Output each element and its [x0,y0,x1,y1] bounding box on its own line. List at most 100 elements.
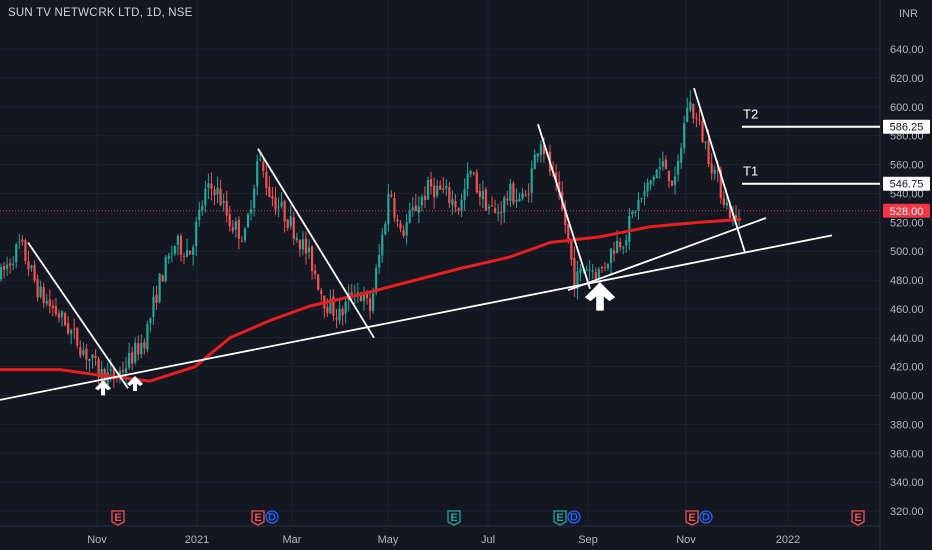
candle-body [667,170,671,182]
earnings-icon [685,510,699,526]
candle-body [85,348,88,360]
candle-body [539,144,542,156]
candle-body [307,247,311,253]
candle-body [82,350,85,355]
candle-body [710,163,713,173]
candle-body [280,201,283,207]
candles [0,90,741,396]
dividend-icon [567,510,581,524]
annotation-arrows [95,282,616,396]
dividend-icon [699,510,713,524]
candle-body [722,197,725,206]
candle-body [192,247,195,255]
candle-body [79,347,82,356]
candle-body [594,272,597,279]
candle-body [170,253,173,255]
candle-body [423,195,427,200]
candle-body [60,311,64,317]
candle-body [271,196,274,199]
candle-body [45,301,48,304]
candle-body [527,193,530,195]
candle-body [210,183,213,190]
currency-label: INR [899,8,918,20]
price-tick-label: 400.00 [890,391,924,403]
candle-body [240,240,244,242]
candle-body [555,172,558,181]
candle-body [655,169,658,179]
candle-body [396,219,399,222]
chart-title: SUN TV NETWORK LTD, 1D, NSE [8,7,193,19]
candle-body [356,292,359,294]
candle-body [567,224,570,241]
candle-body [451,199,454,205]
candle-body [524,194,527,196]
candle-body [384,223,387,235]
candle-body [478,191,481,198]
candle-body [262,161,265,172]
candle-body [167,255,170,259]
candle-body [707,140,710,165]
candle-body [18,241,21,243]
candle-body [253,188,256,209]
price-tick-label: 520.00 [890,217,924,229]
candle-body [137,343,140,355]
candle-body [0,267,3,280]
candle-body [597,268,600,280]
candle-body [146,324,149,350]
candle-body [213,189,216,196]
candle-body [680,148,683,163]
candle-body [12,264,15,266]
candle-body [314,270,317,275]
candle-body [600,267,603,269]
candle-body [158,273,161,302]
price-tick-label: 420.00 [890,362,924,374]
candle-body [417,206,420,213]
candle-body [344,301,347,314]
candle-body [39,286,42,297]
candle-body [506,198,509,201]
time-tick-label: Jul [481,534,495,546]
candle-body [634,211,637,213]
candle-body [36,278,39,298]
candle-body [109,369,112,371]
trendline [537,123,591,289]
candle-body [375,267,378,293]
candle-body [51,305,54,309]
candle-body [695,117,698,119]
candle-body [487,206,491,209]
dividend-label: D [570,512,578,524]
candle-body [204,188,207,206]
candle-body [140,343,143,355]
candle-body [189,250,192,255]
candle-body [734,215,738,219]
candle-body [274,197,277,210]
candle-body [420,196,423,206]
candle-body [564,209,567,226]
candle-body [73,328,76,330]
trendline [567,217,767,292]
up-arrow-icon [127,375,143,391]
candle-body [48,299,51,306]
earnings-label: E [854,512,861,524]
candle-body [304,238,308,254]
candle-body [426,180,430,200]
candle-body [405,222,408,236]
candle-body [63,313,67,326]
candle-body [88,358,91,362]
candle-body [359,294,362,302]
candle-body [329,298,332,314]
candle-body [631,211,634,215]
candle-body [530,168,533,193]
candle-body [576,271,579,289]
candle-body [484,189,488,211]
candle-body [362,293,366,301]
candle-body [408,210,411,223]
price-tick-label: 340.00 [890,477,924,489]
candle-body [454,201,457,208]
candle-body [640,197,643,199]
trendline [27,242,129,389]
candle-body [228,213,231,227]
candle-body [515,199,518,202]
